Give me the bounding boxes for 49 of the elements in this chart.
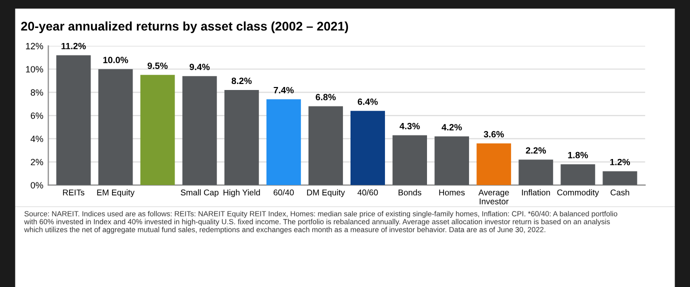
x-tick-label: Small Cap — [180, 189, 218, 198]
data-label: 10.0% — [103, 56, 128, 64]
data-label: 6.4% — [358, 98, 378, 105]
bar — [140, 74, 175, 186]
bar — [308, 106, 343, 186]
bar — [266, 99, 301, 186]
x-tick-label: Homes — [439, 190, 465, 196]
x-tick-label: 40/60 — [358, 189, 378, 196]
data-label: 8.2% — [232, 78, 252, 84]
data-label: 1.2% — [610, 158, 630, 166]
data-label: 7.4% — [274, 86, 294, 94]
y-tick-label: 2% — [30, 158, 44, 166]
y-tick-label: 0% — [30, 182, 44, 188]
y-tick-label: 12% — [26, 42, 44, 50]
bar — [560, 164, 596, 186]
bar — [476, 143, 512, 186]
bar — [434, 136, 470, 186]
x-tick-label: High Yield — [224, 189, 260, 198]
x-tick-label: Cash — [610, 189, 630, 196]
x-tick-label: Bonds — [398, 189, 422, 196]
x-tick-label: EM Equity — [97, 189, 135, 198]
bar — [392, 135, 428, 186]
bar — [224, 90, 259, 186]
bar — [602, 171, 638, 186]
y-tick-label: 10% — [26, 66, 44, 72]
data-label: 2.2% — [526, 147, 546, 154]
bar — [350, 110, 385, 186]
y-tick-label: 8% — [30, 89, 44, 96]
y-tick-label: 4% — [30, 136, 44, 142]
x-tick-label: REITs — [63, 190, 84, 196]
y-tick-label: 6% — [30, 112, 44, 119]
data-label: 4.3% — [400, 122, 420, 130]
data-label: 11.2% — [62, 42, 86, 50]
x-tick-label: DM Equity — [307, 189, 345, 198]
data-label: 4.2% — [442, 124, 462, 130]
data-label: 3.6% — [484, 131, 504, 138]
bar — [182, 76, 217, 186]
bar — [56, 55, 91, 186]
data-label: 9.5% — [148, 62, 168, 69]
bar — [518, 160, 554, 186]
chart-title: 20-year annualized returns by asset class (2002 – 2021) — [21, 21, 348, 34]
data-label: 9.4% — [190, 64, 210, 70]
x-tick-label: 60/40 — [274, 189, 294, 196]
x-tick-label: Inflation — [522, 189, 550, 196]
data-label: 6.8% — [316, 94, 336, 100]
x-tick-label: Commodity — [557, 189, 599, 198]
bar — [98, 69, 133, 186]
x-tick-label: Average Investor — [478, 190, 509, 204]
data-label: 1.8% — [568, 152, 588, 158]
